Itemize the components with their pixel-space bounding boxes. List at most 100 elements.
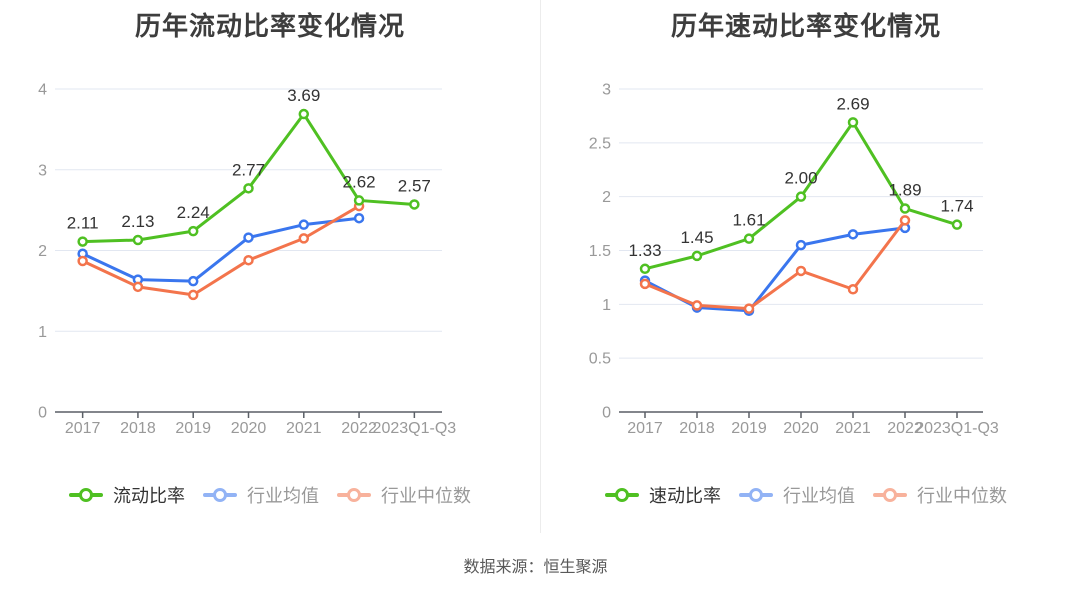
x-axis-tick-label: 2023Q1-Q3: [915, 420, 999, 437]
value-label: 2.11: [67, 214, 99, 233]
legend-label: 行业中位数: [917, 486, 1007, 506]
x-axis-tick-label: 2018: [679, 420, 715, 437]
data-point-marker[interactable]: [795, 191, 807, 202]
data-point-marker[interactable]: [243, 232, 254, 243]
value-label: 2.57: [398, 176, 431, 195]
x-axis-tick-label: 2018: [120, 420, 156, 437]
series-line-1: [81, 216, 361, 283]
y-axis-tick-label: 0.5: [589, 351, 611, 368]
legend-item-current-ratio[interactable]: 流动比率: [69, 482, 185, 508]
legend-current-ratio: 流动比率 行业均值 行业中位数: [0, 482, 540, 508]
data-point-marker[interactable]: [187, 275, 199, 287]
data-point-marker[interactable]: [639, 263, 651, 275]
data-point-marker[interactable]: [847, 284, 859, 295]
data-point-marker[interactable]: [951, 219, 963, 230]
legend-label: 速动比率: [649, 486, 721, 506]
data-point-marker[interactable]: [743, 233, 755, 244]
line-marker-icon: [605, 487, 639, 503]
value-label: 1.89: [888, 181, 921, 200]
data-point-marker[interactable]: [899, 203, 911, 214]
y-axis-tick-label: 0: [38, 405, 47, 422]
value-label: 1.74: [940, 197, 973, 216]
x-axis-tick-label: 2017: [627, 420, 663, 437]
y-axis-tick-label: 0: [602, 405, 611, 422]
value-label: 2.77: [232, 160, 265, 179]
data-point-marker[interactable]: [77, 255, 88, 267]
data-point-marker[interactable]: [795, 265, 807, 277]
x-axis-tick-label: 2021: [835, 420, 871, 437]
data-point-marker[interactable]: [639, 278, 651, 290]
x-axis-tick-label: 2020: [783, 420, 819, 437]
data-point-marker[interactable]: [298, 219, 310, 230]
y-axis-tick-label: 3: [38, 162, 47, 179]
legend-quick-ratio: 速动比率 行业均值 行业中位数: [541, 482, 1071, 508]
y-axis-tick-label: 4: [38, 82, 47, 99]
data-point-marker[interactable]: [353, 212, 365, 224]
legend-item-industry-mean[interactable]: 行业均值: [739, 482, 855, 508]
legend-item-industry-mean[interactable]: 行业均值: [203, 482, 319, 508]
value-label: 2.62: [343, 172, 376, 191]
value-label: 1.33: [628, 241, 661, 260]
data-point-marker[interactable]: [353, 195, 365, 206]
legend-label: 行业中位数: [381, 486, 471, 506]
x-axis-tick-label: 2019: [731, 420, 767, 437]
legend-item-industry-median[interactable]: 行业中位数: [873, 482, 1007, 508]
data-point-marker[interactable]: [847, 229, 859, 240]
data-point-marker[interactable]: [743, 303, 755, 314]
line-marker-icon: [203, 487, 237, 503]
data-point-marker[interactable]: [691, 300, 703, 311]
legend-item-industry-median[interactable]: 行业中位数: [337, 482, 471, 508]
y-axis-tick-label: 3: [602, 82, 611, 99]
legend-label: 行业均值: [247, 486, 319, 506]
data-point-marker[interactable]: [243, 254, 254, 266]
chart-title-quick-ratio: 历年速动比率变化情况: [670, 11, 941, 41]
value-label: 2.00: [784, 169, 817, 188]
current-ratio-chart-panel: 历年流动比率变化情况 0 1 2 3 4 2017 2018 2019 2020 2021 2022…: [0, 0, 541, 533]
y-axis-tick-label: 1.5: [589, 243, 611, 260]
data-point-marker[interactable]: [899, 215, 911, 226]
y-axis-tick-label: 2.5: [589, 135, 611, 152]
y-axis-tick-label: 2: [38, 243, 47, 260]
data-point-marker[interactable]: [77, 236, 88, 247]
x-axis-tick-label: 2023Q1-Q3: [373, 420, 457, 437]
x-axis-tick-label: 2022: [887, 420, 923, 437]
series-line-2: [81, 204, 361, 297]
line-marker-icon: [739, 487, 773, 503]
y-axis-tick-label: 1: [602, 297, 611, 314]
charts-row: 历年流动比率变化情况 0 1 2 3 4 2017 2018 2019 2020 2021 2022…: [0, 0, 1071, 533]
legend-label: 行业均值: [783, 486, 855, 506]
legend-label: 流动比率: [113, 486, 185, 506]
data-point-marker[interactable]: [132, 281, 144, 293]
data-point-marker[interactable]: [298, 108, 310, 120]
series-line-2: [643, 218, 907, 311]
data-source-note: 数据来源：恒生聚源: [463, 559, 608, 576]
data-point-marker[interactable]: [187, 225, 199, 237]
data-point-marker[interactable]: [795, 239, 807, 251]
x-axis-tick-label: 2022: [341, 420, 377, 437]
x-axis-tick-label: 2017: [65, 420, 101, 437]
x-axis-tick-label: 2021: [286, 420, 322, 437]
value-label: 3.69: [287, 86, 320, 105]
y-axis-tick-label: 1: [38, 324, 47, 341]
value-label: 2.24: [177, 203, 210, 222]
value-label: 2.69: [836, 94, 869, 113]
value-label: 2.13: [121, 212, 154, 231]
chart-title-current-ratio: 历年流动比率变化情况: [134, 11, 405, 41]
line-marker-icon: [69, 487, 103, 503]
data-point-marker[interactable]: [847, 117, 859, 128]
data-point-marker[interactable]: [243, 183, 254, 194]
data-point-marker[interactable]: [132, 234, 144, 246]
value-label: 1.61: [732, 211, 765, 230]
value-label: 1.45: [680, 228, 713, 247]
y-axis-tick-label: 2: [602, 189, 611, 206]
line-marker-icon: [873, 487, 907, 503]
data-point-marker[interactable]: [187, 289, 199, 301]
data-point-marker[interactable]: [298, 233, 310, 244]
data-point-marker[interactable]: [691, 250, 703, 262]
data-point-marker[interactable]: [409, 199, 420, 210]
quick-ratio-chart-panel: 历年速动比率变化情况 0 0.5 1 1.5 2 2.5 3 2017 2018 2019 2020…: [541, 0, 1071, 533]
x-axis-tick-label: 2019: [175, 420, 211, 437]
line-marker-icon: [337, 487, 371, 503]
legend-item-quick-ratio[interactable]: 速动比率: [605, 482, 721, 508]
